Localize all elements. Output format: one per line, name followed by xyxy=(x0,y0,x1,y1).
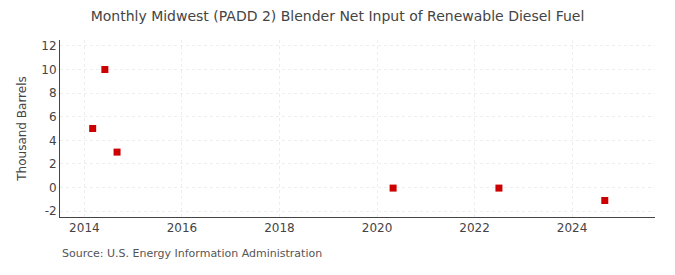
svg-text:-2: -2 xyxy=(45,204,57,218)
svg-text:Thousand Barrels: Thousand Barrels xyxy=(15,76,29,181)
svg-text:2016: 2016 xyxy=(167,221,198,235)
svg-text:2018: 2018 xyxy=(264,221,295,235)
svg-text:0: 0 xyxy=(49,181,57,195)
svg-text:2022: 2022 xyxy=(459,221,490,235)
svg-text:4: 4 xyxy=(49,134,57,148)
svg-text:Monthly Midwest (PADD 2) Blend: Monthly Midwest (PADD 2) Blender Net Inp… xyxy=(91,8,585,24)
svg-text:12: 12 xyxy=(41,39,56,53)
svg-text:Source: U.S. Energy Informatio: Source: U.S. Energy Information Administ… xyxy=(62,247,322,260)
svg-text:2020: 2020 xyxy=(362,221,393,235)
svg-text:6: 6 xyxy=(49,110,57,124)
svg-text:8: 8 xyxy=(49,86,57,100)
svg-text:2: 2 xyxy=(49,157,57,171)
svg-text:10: 10 xyxy=(41,63,56,77)
svg-text:2014: 2014 xyxy=(69,221,100,235)
svg-text:2024: 2024 xyxy=(557,221,588,235)
